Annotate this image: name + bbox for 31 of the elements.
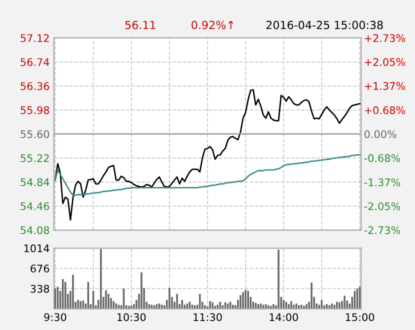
x-tick-label: 15:00 <box>346 313 374 322</box>
x-tick-label: 11:30 <box>194 313 222 322</box>
y2-tick-label: -0.68% <box>364 154 400 162</box>
y-tick-label: 56.36 <box>20 82 50 90</box>
line-series <box>54 89 360 221</box>
y-tick-label: 55.60 <box>20 130 50 138</box>
text: 0.92%↑ <box>192 20 234 30</box>
y-tick-label: 54.84 <box>20 178 50 186</box>
y2-tick-label: +1.37% <box>364 82 406 90</box>
x-tick-label: 9:30 <box>44 313 66 322</box>
y2-tick-label: -2.73% <box>364 226 400 234</box>
y-tick-label: 57.12 <box>20 34 49 42</box>
y2-tick-label: +2.05% <box>364 58 406 66</box>
y-tick-label: 55.98 <box>20 106 50 114</box>
y-tick-label: 55.22 <box>20 154 49 162</box>
y2-tick-label: +0.68% <box>364 106 406 114</box>
y2-tick-label: -2.05% <box>364 202 400 210</box>
y-tick-label: 338 <box>30 284 50 293</box>
y-tick-label: 676 <box>30 264 50 273</box>
y2-tick-label: -1.37% <box>364 178 400 186</box>
line-series <box>54 154 360 196</box>
y-tick-label: 54.08 <box>20 226 50 234</box>
text: 56.11 <box>125 20 156 30</box>
y-tick-label: 1014 <box>24 244 50 252</box>
y2-tick-label: +2.73% <box>364 34 406 42</box>
x-tick-label: 14:00 <box>270 313 298 322</box>
y2-tick-label: 0.00% <box>364 130 396 138</box>
x-tick-label: 10:30 <box>117 313 146 322</box>
y-tick-label: 54.46 <box>20 202 50 210</box>
text: 2016-04-25 15:00:38 <box>266 20 383 30</box>
y-tick-label: 56.74 <box>20 58 50 66</box>
